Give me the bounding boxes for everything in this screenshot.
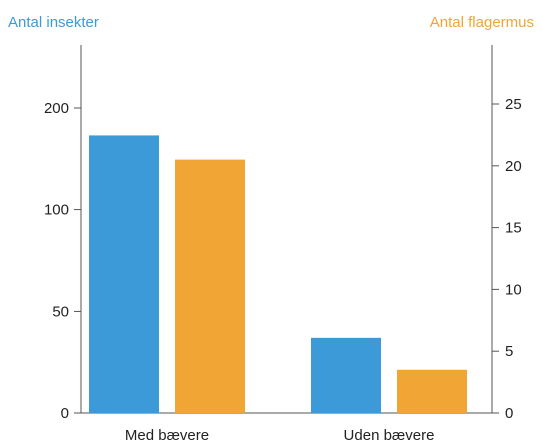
category-label: Med bævere xyxy=(125,427,209,444)
bar-flagermus-0 xyxy=(175,159,245,413)
left-axis-ticks: 0 50 100 200 xyxy=(44,100,81,422)
right-tick-label: 0 xyxy=(505,405,513,422)
right-tick-label: 15 xyxy=(505,220,522,237)
right-tick-label: 20 xyxy=(505,158,522,175)
left-axis-title: Antal insekter xyxy=(8,14,99,31)
left-tick-label: 200 xyxy=(44,100,69,117)
right-axis-ticks: 0 5 10 15 20 25 xyxy=(492,96,522,422)
right-tick-label: 25 xyxy=(505,96,522,113)
bar-insekter-1 xyxy=(311,337,381,413)
right-tick-label: 10 xyxy=(505,281,522,298)
category-label: Uden bævere xyxy=(344,427,435,444)
left-tick-label: 0 xyxy=(61,405,69,422)
left-tick-label: 50 xyxy=(52,303,69,320)
bar-insekter-0 xyxy=(89,135,159,413)
right-axis-title: Antal flagermus xyxy=(430,14,534,31)
bar-flagermus-1 xyxy=(397,369,467,413)
bars xyxy=(89,135,467,413)
right-tick-label: 5 xyxy=(505,343,513,360)
category-labels: Med bævere Uden bævere xyxy=(125,427,435,444)
left-tick-label: 100 xyxy=(44,202,69,219)
